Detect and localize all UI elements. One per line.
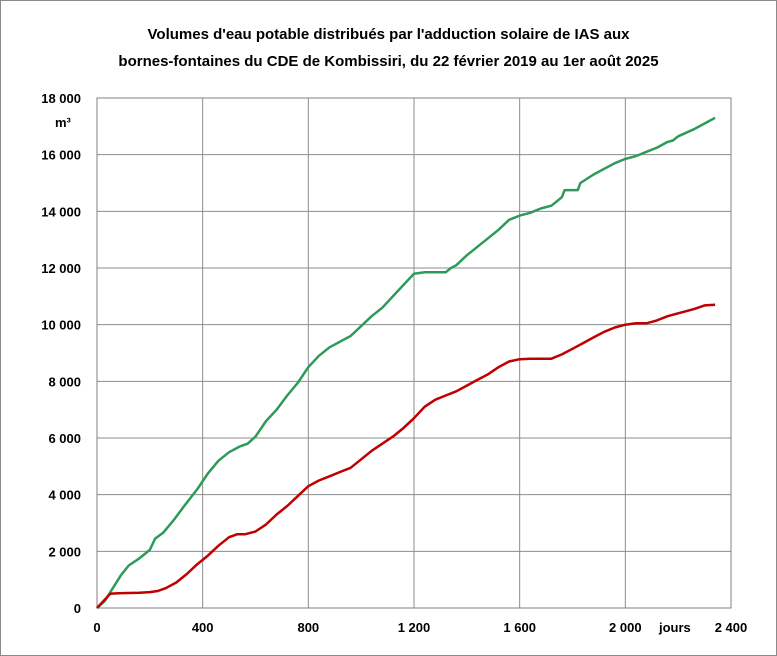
y-tick-label: 0 xyxy=(74,601,81,616)
y-tick-label: 2 000 xyxy=(48,544,81,559)
x-tick-label: 2 400 xyxy=(715,620,748,635)
y-axis-label: m³ xyxy=(55,115,72,130)
series-group xyxy=(96,116,716,609)
grid-lines xyxy=(97,98,731,608)
y-tick-label: 18 000 xyxy=(41,91,81,106)
series-line-2 xyxy=(96,303,716,609)
x-axis-label: jours xyxy=(658,620,691,635)
x-tick-labels: 0 400 800 1 200 1 600 2 000 2 400 xyxy=(93,620,747,635)
chart-subtitle: bornes-fontaines du CDE de Kombissiri, d… xyxy=(118,53,659,70)
x-tick-label: 0 xyxy=(93,620,100,635)
x-tick-label: 800 xyxy=(297,620,319,635)
plot-area xyxy=(96,97,732,609)
y-tick-label: 14 000 xyxy=(41,204,81,219)
chart-title: Volumes d'eau potable distribués par l'a… xyxy=(147,26,630,43)
y-tick-label: 8 000 xyxy=(48,374,81,389)
y-tick-label: 10 000 xyxy=(41,318,81,333)
y-tick-label: 16 000 xyxy=(41,148,81,163)
x-tick-label: 400 xyxy=(192,620,214,635)
x-tick-label: 1 200 xyxy=(398,620,431,635)
x-tick-label: 2 000 xyxy=(609,620,642,635)
y-tick-label: 12 000 xyxy=(41,261,81,276)
series-line-1 xyxy=(96,116,716,609)
y-tick-label: 4 000 xyxy=(48,488,81,503)
y-tick-labels: 0 2 000 4 000 6 000 8 000 10 000 12 000 14 000 1… xyxy=(41,91,81,616)
x-tick-label: 1 600 xyxy=(503,620,536,635)
y-tick-label: 6 000 xyxy=(48,431,81,446)
